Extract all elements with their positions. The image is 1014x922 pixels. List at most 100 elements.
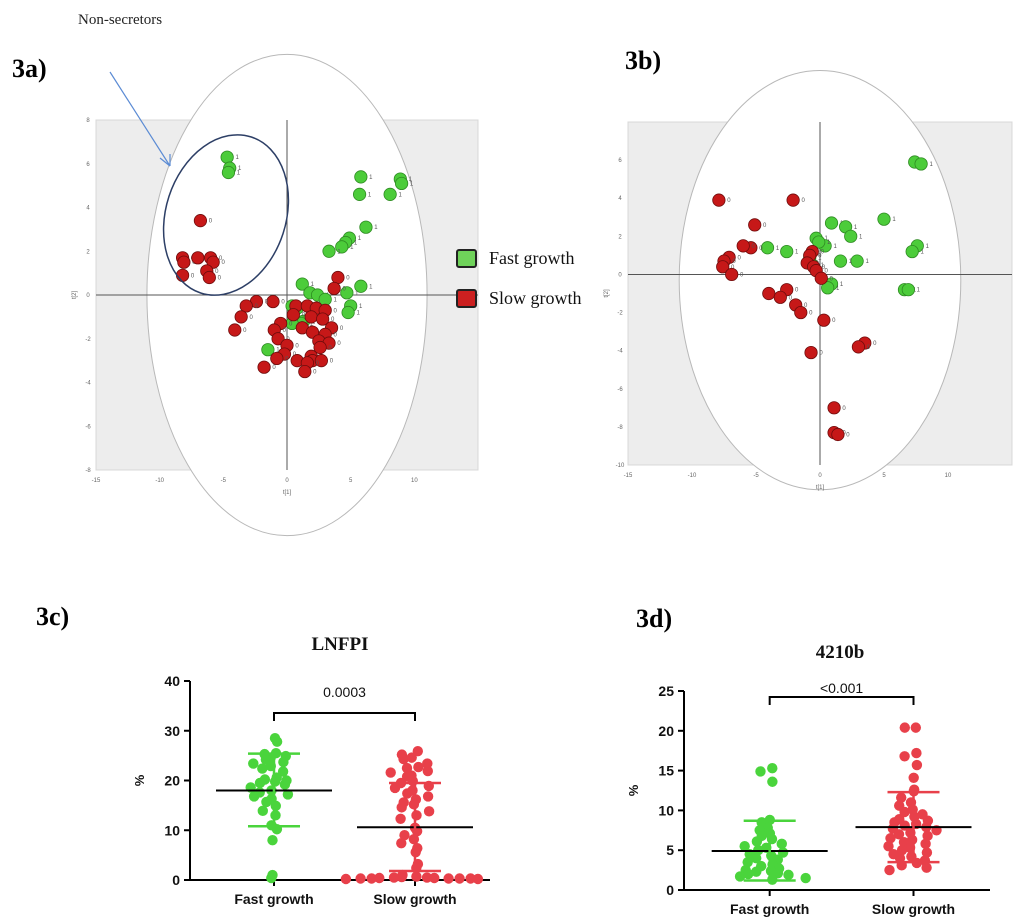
legend-label-slow: Slow growth [489,287,582,308]
y-tick-label-3b: -4 [617,349,623,355]
point-label-3b: 1 [917,288,921,294]
data-point-3b [712,193,726,207]
y-tick-label-3a: -8 [85,468,91,474]
data-point-3a [314,354,328,368]
data-point-3b [780,244,794,259]
point-label-3b: 0 [737,255,741,261]
data-point-3c [261,796,272,808]
y-tick-label-3b: -6 [617,387,623,393]
point-label-3b: 0 [819,351,823,357]
data-point-3a [270,351,284,366]
point-label-3a: 1 [359,304,363,310]
point-label-3b: 0 [842,406,846,412]
annotation-arrow-line [109,71,171,167]
y-axis-label-3c: % [132,774,147,786]
data-point-3a [335,240,349,254]
legend-label-fast: Fast growth [489,247,575,268]
legend-swatch-slow [456,288,477,308]
data-point-3c [422,791,434,802]
data-point-3b [716,260,730,274]
data-point-3c [401,762,413,774]
point-label-3b: 0 [822,265,826,271]
point-label-3b: 1 [836,286,840,292]
data-point-3a [322,244,336,258]
x-tick-label-3a: 0 [285,478,289,484]
data-point-3a [354,279,368,293]
y-tick-label-3c: 30 [164,723,180,739]
non-secretors-ellipse [162,134,290,296]
data-point-3c [248,791,260,802]
point-label-3a: 0 [272,365,276,371]
point-label-3a: 0 [255,304,259,310]
point-label-3b: 1 [818,255,822,261]
y-tick-label-3a: 2 [86,249,90,255]
point-label-3a: 0 [302,313,306,319]
x-tick-label-3b: -15 [624,473,633,479]
data-point-3c [388,872,400,883]
data-point-3c [279,779,291,790]
point-label-3a: 0 [218,276,222,282]
point-label-3a: 0 [334,308,338,314]
point-label-3a: 0 [331,317,335,323]
y-axis-label-3b: t[2] [604,289,610,298]
data-point-3c [257,763,268,774]
point-label-3b: 0 [801,198,805,204]
x-category-label-3d: Slow growth [872,901,955,917]
point-label-3a: 0 [330,359,334,365]
data-point-3d [911,759,923,771]
data-point-3c [411,810,422,821]
data-point-3b [773,290,787,304]
data-point-3a [257,360,271,374]
point-label-3b: 0 [752,244,756,250]
data-point-3d [884,864,895,876]
legend-item-fast: Fast growth [456,246,582,270]
point-label-3a: 1 [276,348,280,354]
data-point-3d [899,820,910,831]
y-tick-label-3d: 0 [666,882,674,898]
point-label-3b: 1 [920,250,924,256]
point-label-3b: 0 [727,198,731,204]
data-point-3a [220,150,234,164]
x-tick-label-3a: 10 [411,478,418,484]
y-tick-label-3a: -2 [85,337,91,343]
data-point-3c [266,872,277,884]
y-tick-label-3c: 20 [164,773,180,789]
y-tick-label-3a: -4 [85,381,91,387]
data-point-3a [313,340,327,355]
data-point-3b [725,267,739,282]
data-point-3b [794,305,808,320]
data-point-3c [257,805,268,817]
data-point-3c [398,753,409,765]
x-tick-label-3b: 5 [882,473,886,479]
data-point-3d [739,841,750,852]
data-point-3d [883,841,894,852]
point-label-3b: 0 [824,269,828,275]
chart-title-lnfpi: LNFPI [311,634,369,655]
point-label-3a: 1 [309,321,313,327]
point-label-3a: 1 [238,166,242,172]
point-label-3b: 0 [832,318,836,324]
data-point-3c [429,872,440,884]
y-tick-label-3b: -10 [616,463,625,469]
point-label-3b: 0 [873,341,877,347]
data-point-3b [760,241,775,255]
y-tick-label-3d: 5 [666,842,674,858]
point-label-3b: 1 [833,244,837,250]
point-label-3b: 1 [776,246,780,252]
data-point-3b [817,313,831,327]
data-point-3b [914,157,928,171]
data-point-3c [407,775,418,787]
data-point-3a [394,176,409,191]
y-tick-label-3d: 25 [658,683,674,699]
x-tick-label-3b: 10 [945,473,952,479]
data-point-3d [885,833,896,844]
point-label-3a: 1 [369,175,373,181]
point-label-3a: 0 [328,346,332,352]
data-point-3d [896,792,907,803]
data-point-3d [800,872,811,884]
data-point-3d [922,830,933,842]
data-point-3b [812,235,826,249]
data-point-3d [899,722,910,733]
point-label-3a: 1 [410,181,414,187]
data-point-3a [340,286,354,300]
